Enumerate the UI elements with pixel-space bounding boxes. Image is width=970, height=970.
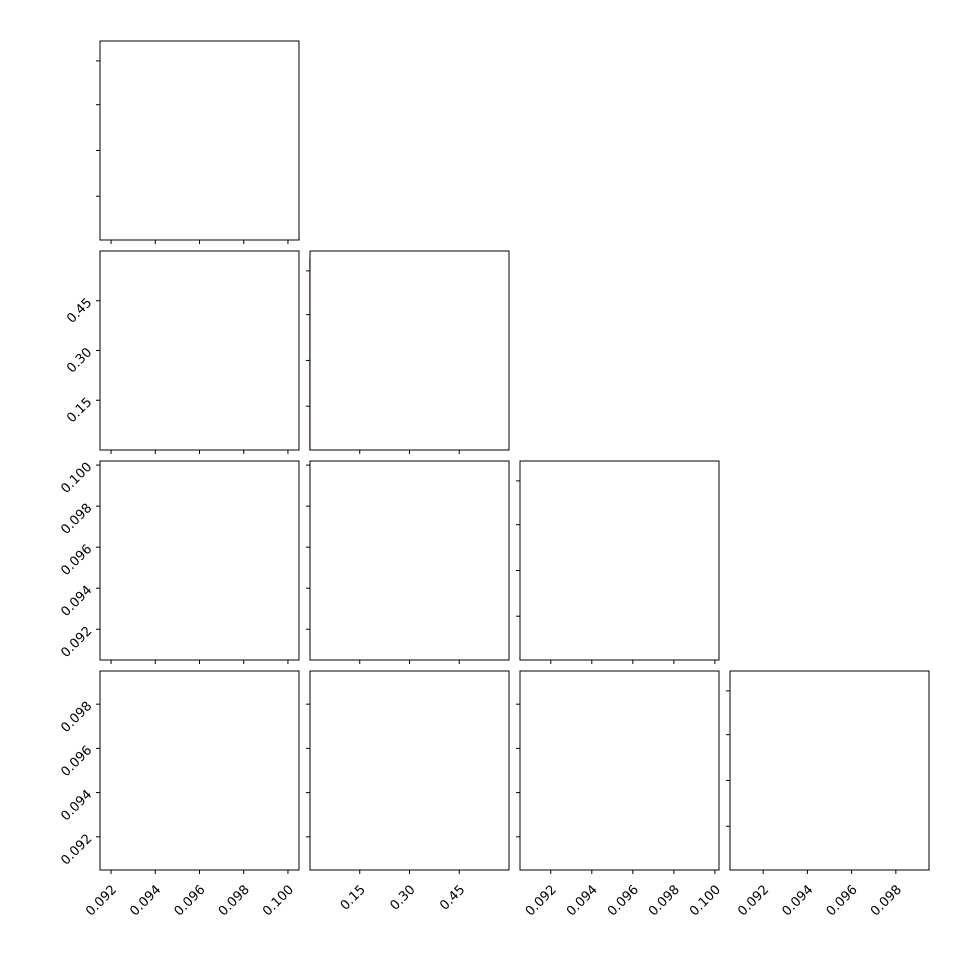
sample-point (302, 499, 304, 501)
y-tick-label: 0.098 (58, 699, 95, 736)
y-tick-label: 0.15 (64, 395, 95, 426)
x-tick-label: 0.094 (127, 882, 164, 919)
y-tick-label: 0.098 (58, 501, 95, 538)
sample-point (338, 663, 340, 665)
sample-point (306, 488, 308, 490)
y-tick-label: 0.100 (58, 460, 95, 497)
sample-point (97, 402, 99, 404)
y-tick-label: 0.30 (64, 345, 95, 376)
sample-point (303, 487, 305, 489)
scatter-panel-2-1-frame (309, 460, 510, 661)
x-tick-label: 0.092 (83, 882, 120, 919)
sample-point (303, 437, 305, 439)
x-tick-label: 0.100 (260, 882, 297, 919)
y-tick-label: 0.092 (58, 624, 95, 661)
sample-point (339, 665, 341, 667)
y-tick-label: 0.094 (58, 583, 95, 620)
y-tick-label: 0.092 (58, 832, 95, 869)
y-tick-label: 0.45 (64, 295, 95, 326)
scatter-panel-2-0-frame (99, 460, 300, 661)
sample-point (299, 420, 301, 422)
sample-point (301, 505, 303, 507)
sample-point (79, 669, 81, 671)
sample-point (91, 669, 93, 671)
sample-point (302, 346, 304, 348)
sample-point (306, 493, 308, 495)
x-tick-label: 0.098 (216, 882, 253, 919)
hist-panel-1-frame (309, 250, 510, 451)
sample-point (89, 648, 91, 650)
sample-point (307, 488, 309, 490)
y-tick-label: 0.096 (58, 743, 95, 780)
sample-point (304, 500, 306, 502)
hist-panel-0-frame (99, 40, 300, 241)
sample-point (381, 665, 383, 667)
sample-point (92, 630, 94, 632)
sample-point (303, 439, 305, 441)
y-tick-label: 0.096 (58, 542, 95, 579)
sample-point (300, 420, 302, 422)
sample-point (302, 493, 304, 495)
sample-point (301, 490, 303, 492)
y-tick-label: 0.094 (58, 787, 95, 824)
x-tick-label: 0.096 (172, 882, 209, 919)
scatter-panel-1-0-frame (99, 250, 300, 451)
sample-point (307, 436, 309, 438)
sample-point (299, 488, 301, 490)
hist-panel-2-frame (519, 460, 720, 661)
